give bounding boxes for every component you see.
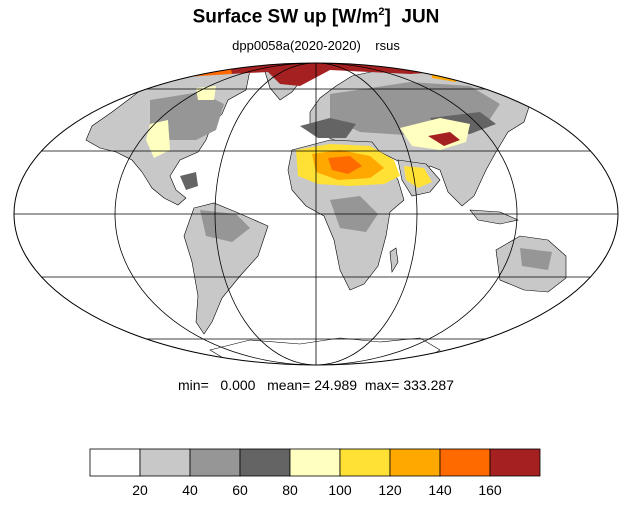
map-title: Surface SW up [W/m2] JUN [0, 6, 632, 28]
colorbar-label-60: 60 [232, 482, 248, 498]
colorbar-label-100: 100 [328, 482, 352, 498]
colorbar-box-8 [489, 448, 541, 477]
colorbar-box-5 [339, 448, 391, 477]
mean-label: mean= [267, 377, 311, 393]
title-tail: ] JUN [384, 6, 440, 28]
land-indonesia [469, 209, 519, 225]
max-value: 333.287 [403, 377, 454, 393]
map-statistics: min= 0.000 mean= 24.989 max= 333.287 [0, 377, 632, 393]
colorbar-box-7 [439, 448, 491, 477]
min-value: 0.000 [220, 377, 256, 393]
mean-value: 24.989 [314, 377, 358, 393]
max-label: max= [364, 377, 400, 393]
land-madagascar [389, 247, 399, 273]
colorbar-label-120: 120 [378, 482, 402, 498]
title-text: Surface SW up [W/m [192, 6, 379, 28]
region-grey-dark-1 [300, 118, 356, 138]
colorbar-label-40: 40 [182, 482, 198, 498]
map-subtitle: dpp0058a(2020-2020) rsus [232, 38, 400, 53]
region-light-yellow-1 [146, 120, 170, 158]
colorbar-label-80: 80 [282, 482, 298, 498]
colorbar-box-1 [139, 448, 191, 477]
min-label: min= [178, 377, 209, 393]
region-tibet-red [428, 132, 460, 146]
colorbar-label-20: 20 [132, 482, 148, 498]
colorbar-box-3 [239, 448, 291, 477]
colorbar-label-160: 160 [478, 482, 502, 498]
colorbar-labels: 20 40 60 80 100 120 140 160 [132, 482, 502, 498]
land-layer [14, 63, 618, 365]
meridians-60 [214, 63, 418, 365]
region-arabia-yellow [404, 166, 432, 188]
title-superscript: 2 [378, 6, 385, 18]
region-grey-mid-5 [520, 248, 552, 270]
colorbar-box-6 [389, 448, 441, 477]
meridians-120 [114, 63, 518, 365]
region-grey-dark-3 [180, 172, 198, 190]
colorbar-box-2 [189, 448, 241, 477]
colorbar-label-140: 140 [428, 482, 452, 498]
colorbar-boxes [89, 448, 541, 477]
region-grey-mid-4 [200, 210, 250, 242]
region-light-yellow-3 [196, 86, 216, 100]
map-border [13, 62, 619, 366]
colorbar-box-0 [89, 448, 141, 477]
colorbar-box-4 [289, 448, 341, 477]
region-darkorange-sahara [328, 156, 362, 174]
